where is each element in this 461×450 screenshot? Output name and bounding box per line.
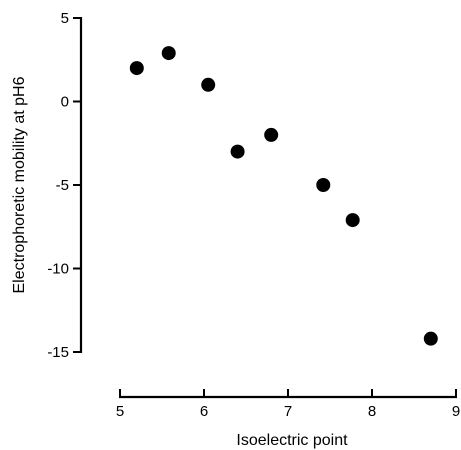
data-point (345, 213, 360, 228)
data-point (230, 144, 245, 159)
y-axis-label: Electrophoretic mobility at pH6 (11, 76, 28, 293)
data-point (316, 178, 331, 192)
x-axis-label: Isoelectric point (236, 432, 348, 449)
data-point (423, 331, 438, 346)
x-axis: 5 6 7 8 9 (116, 389, 460, 420)
y-tick-label: 5 (61, 10, 69, 27)
x-tick-label: 8 (368, 403, 376, 420)
data-point (201, 77, 216, 92)
data-point (161, 46, 176, 61)
y-tick-label: -15 (47, 344, 69, 361)
points-layer (129, 46, 438, 346)
data-point (129, 61, 144, 76)
x-tick-label: 7 (284, 403, 292, 420)
data-point (264, 127, 279, 142)
y-axis: 5 0 -5 -10 -15 (47, 10, 83, 361)
x-tick-label: 9 (452, 403, 460, 420)
y-tick-label: -10 (47, 261, 69, 278)
y-tick-label: -5 (56, 177, 69, 194)
x-tick-label: 6 (200, 403, 208, 420)
x-tick-label: 5 (116, 403, 124, 420)
y-tick-label: 0 (61, 94, 69, 111)
